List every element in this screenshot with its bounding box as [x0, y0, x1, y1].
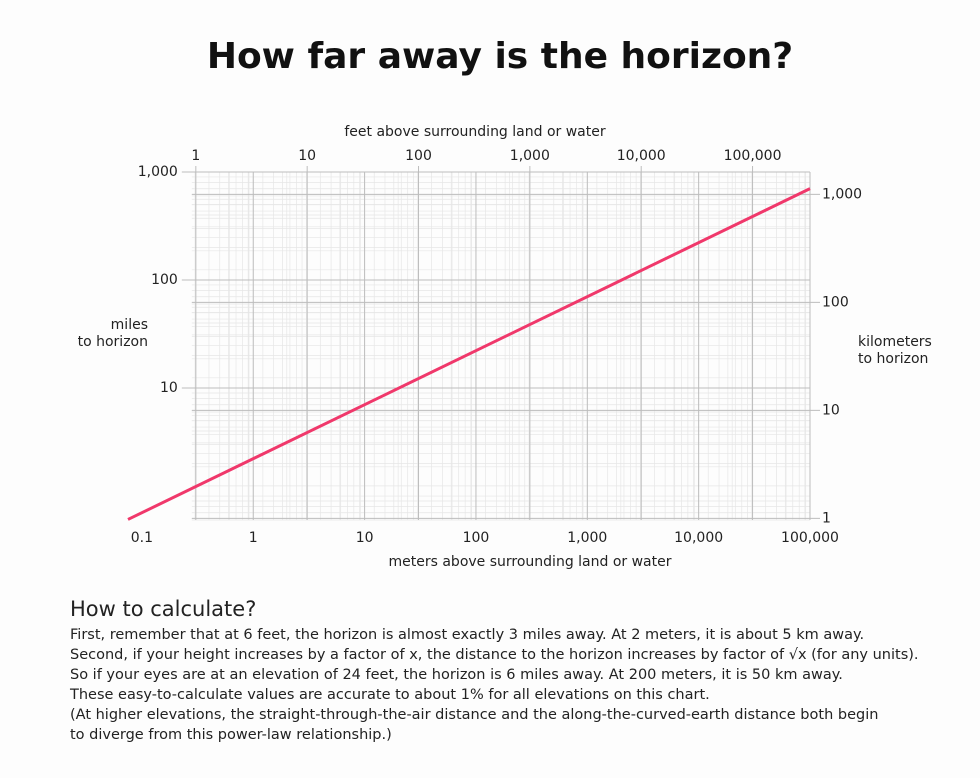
x2-tick-label: 100: [405, 148, 432, 164]
x-tick-label: 100: [463, 530, 490, 546]
y2-axis-label: to horizon: [858, 351, 928, 367]
x-tick-label: 10: [356, 530, 374, 546]
notes-line: (At higher elevations, the straight-thro…: [70, 707, 879, 723]
x-tick-label: 0.1: [131, 530, 153, 546]
notes-heading: How to calculate?: [70, 597, 257, 621]
notes-line: These easy-to-calculate values are accur…: [70, 687, 710, 703]
x-axis-label: meters above surrounding land or water: [389, 554, 672, 570]
x2-axis-label: feet above surrounding land or water: [344, 124, 605, 140]
y2-axis-label: kilometers: [858, 334, 932, 350]
chart: How far away is the horizon? feet above …: [78, 36, 932, 570]
y-axis-label: miles: [111, 317, 148, 333]
grid: [181, 166, 820, 521]
x2-tick-label: 10,000: [617, 148, 666, 164]
x2-tick-label: 100,000: [724, 148, 782, 164]
line: [127, 187, 811, 521]
x2-tick-label: 10: [298, 148, 316, 164]
x-tick-label: 1: [249, 530, 258, 546]
x2-tick-label: 1: [191, 148, 200, 164]
x-tick-label: 1,000: [567, 530, 607, 546]
y-tick-label: 10: [160, 380, 178, 396]
y2-tick-label: 100: [822, 294, 849, 310]
y-tick-label: 100: [151, 272, 178, 288]
chart-title: How far away is the horizon?: [207, 36, 793, 77]
notes-line: to diverge from this power-law relations…: [70, 727, 392, 743]
notes-body: First, remember that at 6 feet, the hori…: [70, 625, 970, 745]
x-tick-label: 100,000: [781, 530, 839, 546]
notes-line: First, remember that at 6 feet, the hori…: [70, 627, 865, 643]
y2-tick-label: 1: [822, 510, 831, 526]
notes-line: So if your eyes are at an elevation of 2…: [70, 667, 843, 683]
y2-tick-label: 10: [822, 402, 840, 418]
notes: How to calculate? First, remember that a…: [70, 597, 970, 745]
x-tick-label: 10,000: [674, 530, 723, 546]
y-axis-label: to horizon: [78, 334, 148, 350]
notes-line: Second, if your height increases by a fa…: [70, 647, 919, 663]
x2-tick-label: 1,000: [510, 148, 550, 164]
y-tick-label: 1,000: [138, 164, 178, 180]
y2-tick-label: 1,000: [822, 186, 862, 202]
